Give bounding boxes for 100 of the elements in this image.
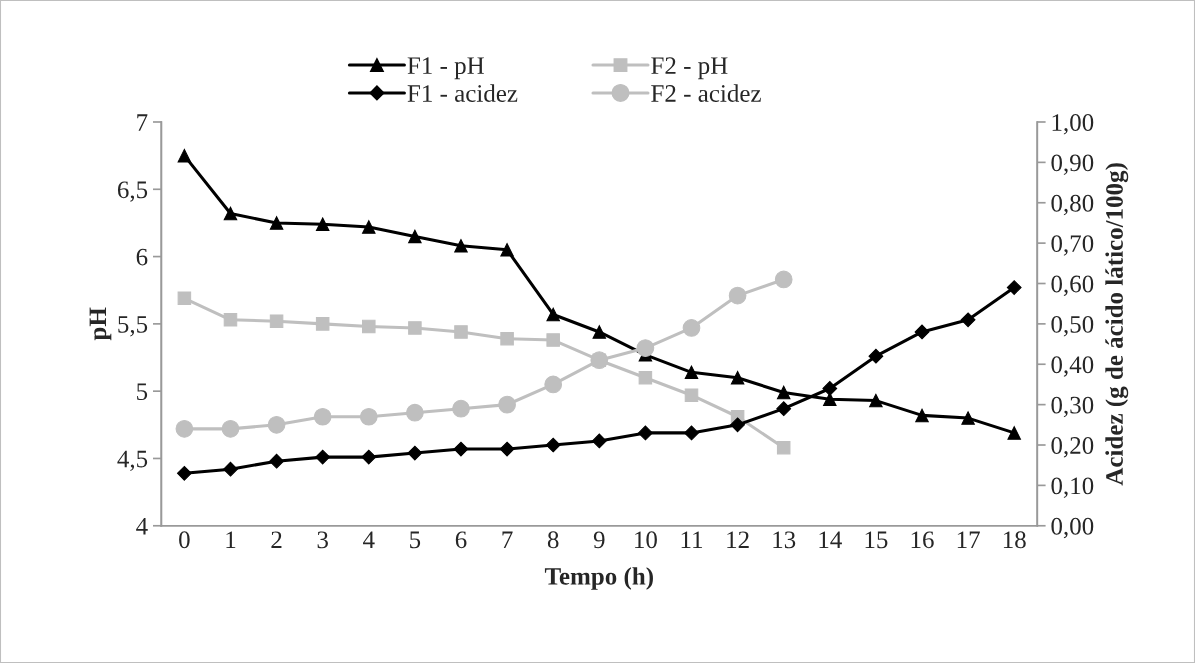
point	[638, 425, 653, 441]
x-tick-label: 12	[727, 531, 749, 548]
y-tick-label: 6	[136, 248, 148, 266]
x-tick-label: 11	[681, 531, 703, 548]
x-tick-label: 4	[363, 531, 375, 548]
point	[730, 417, 745, 433]
x-tick-label: 10	[635, 531, 657, 549]
x-tick-label: 8	[547, 531, 559, 549]
point	[684, 425, 699, 441]
point	[223, 313, 238, 327]
x-axis-title: Tempo (h)	[544, 567, 653, 590]
y-tick-label: 4,5	[117, 450, 148, 471]
point	[177, 291, 192, 306]
y2-tick-label: 0,00	[1051, 517, 1094, 539]
point	[776, 401, 792, 417]
legend-label: F2 - acidez	[651, 84, 761, 102]
point	[500, 331, 514, 346]
x-tick-label: 7	[502, 531, 513, 548]
x-tick-label: 1	[226, 531, 236, 548]
point	[961, 411, 975, 425]
y2-axis-title: Acidez (g de ácido lático/100g)	[1105, 163, 1129, 486]
x-tick-label: 18	[1003, 531, 1026, 549]
point	[684, 365, 699, 380]
y2-tick-label: 0,30	[1051, 396, 1094, 418]
point	[682, 319, 701, 337]
point	[175, 420, 194, 438]
point	[684, 388, 699, 402]
point	[776, 440, 791, 455]
point	[223, 206, 238, 221]
point	[408, 229, 422, 244]
point	[868, 348, 884, 364]
x-tick-label: 13	[773, 531, 796, 549]
x-tick-label: 15	[865, 531, 888, 549]
x-tick-label: 2	[271, 531, 282, 548]
point	[313, 407, 332, 426]
y2-tick-label: 0,10	[1051, 477, 1094, 498]
x-tick-label: 14	[819, 531, 842, 548]
legend-label: F1 - pH	[407, 57, 484, 80]
legend-label: F2 - pH	[651, 57, 728, 80]
point	[546, 307, 560, 322]
point	[176, 465, 192, 481]
point	[1006, 280, 1022, 295]
point	[267, 415, 286, 434]
point	[544, 375, 563, 394]
point	[730, 370, 745, 385]
y-tick-label: 6,5	[117, 181, 148, 202]
point	[453, 441, 469, 457]
point	[362, 220, 376, 234]
x-tick-label: 5	[410, 531, 421, 549]
point	[776, 385, 791, 400]
point	[915, 408, 929, 423]
point	[822, 381, 838, 396]
x-tick-label: 17	[957, 531, 980, 548]
x-tick-label: 3	[317, 531, 328, 549]
y2-tick-label: 0,60	[1051, 275, 1094, 297]
point	[177, 148, 192, 163]
point	[869, 393, 883, 408]
y2-tick-label: 0,90	[1051, 154, 1094, 175]
y2-tick-label: 0,70	[1051, 235, 1094, 256]
y2-tick-label: 0,50	[1051, 315, 1094, 337]
y-tick-label: 4	[136, 517, 148, 535]
point	[545, 437, 561, 453]
point	[315, 317, 330, 331]
point	[359, 407, 378, 426]
point	[636, 339, 655, 357]
point	[361, 449, 377, 465]
point	[774, 270, 793, 289]
point	[499, 441, 515, 457]
point	[269, 453, 284, 469]
point	[454, 325, 468, 339]
point	[638, 370, 653, 385]
x-tick-label: 9	[593, 531, 605, 549]
x-tick-label: 16	[911, 531, 934, 549]
point	[406, 403, 424, 422]
point	[914, 324, 930, 340]
point	[728, 286, 747, 305]
point	[823, 392, 837, 407]
point	[591, 433, 607, 449]
point	[362, 319, 376, 334]
x-tick-label: 0	[179, 531, 190, 549]
y-tick-label: 7	[137, 114, 148, 131]
y2-tick-label: 0,80	[1051, 194, 1094, 216]
y-axis-title: pH	[89, 307, 112, 341]
point	[408, 321, 422, 335]
point	[546, 333, 560, 347]
point	[269, 314, 284, 328]
point	[500, 243, 514, 257]
point	[592, 325, 607, 339]
point	[223, 461, 238, 477]
y2-tick-label: 1,00	[1052, 114, 1094, 135]
point	[315, 217, 330, 232]
point	[315, 449, 331, 465]
y-tick-label: 5,5	[118, 316, 148, 337]
point	[1007, 426, 1021, 440]
y2-tick-label: 0,20	[1051, 437, 1094, 458]
point	[452, 399, 470, 418]
legend-label: F1 - acidez	[407, 84, 518, 102]
y-tick-label: 5	[137, 383, 148, 401]
point	[407, 445, 423, 461]
point	[498, 395, 516, 414]
